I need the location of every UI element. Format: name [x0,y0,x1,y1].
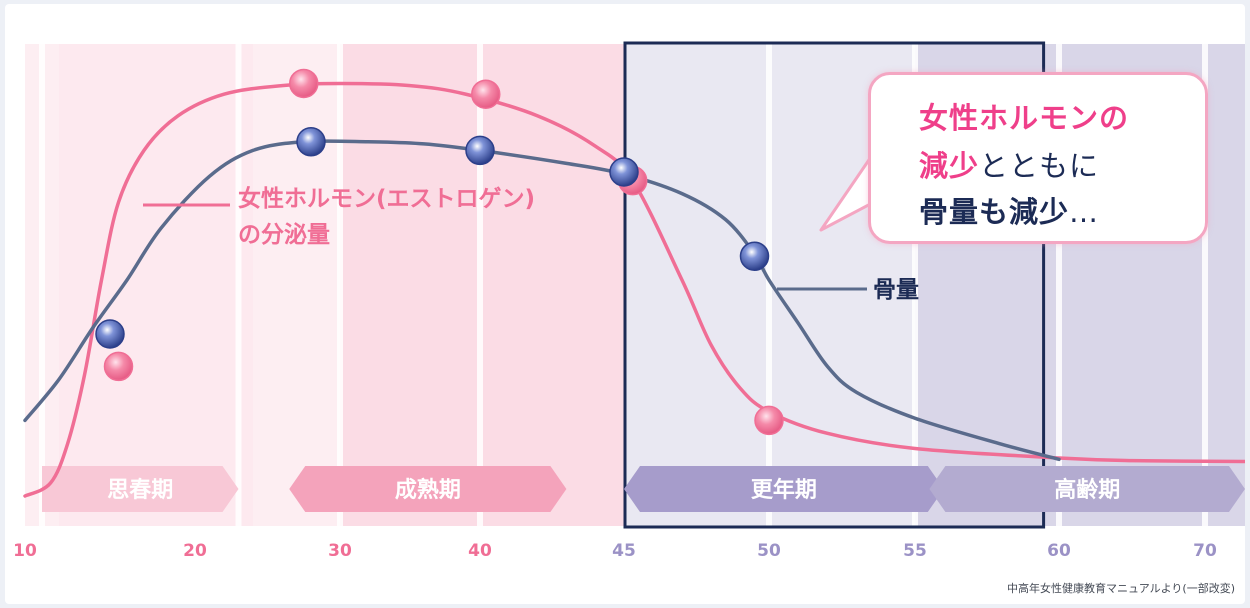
callout-line-3-highlight: 骨量も減少 [919,195,1070,229]
bone-marker-4 [609,157,639,187]
series-lines [23,81,1245,498]
callout-line-3: 骨量も減少… [919,189,1099,231]
stage-label-3: 更年期 [751,477,817,503]
callout-line-2-rest: とともに [979,149,1100,183]
series-markers [95,68,784,436]
x-tick-60: 60 [1047,541,1071,561]
stage-arrow-3 [624,466,944,512]
grid-line-50 [766,44,772,526]
x-tick-45: 45 [612,541,636,561]
hormone-marker-3 [471,79,501,109]
highlight-rect [623,41,1046,529]
chart-frame: 思春期 成熟期 更年期 高齢期 女性ホルモン(エストロゲン) の分泌量骨量 10 20 30… [5,4,1245,604]
hormone-marker-2 [289,68,319,99]
x-tick-70: 70 [1193,541,1217,561]
grid-line-23 [235,44,242,526]
callout-line-1: 女性ホルモンの [919,101,1130,135]
grid-line-11 [39,44,45,526]
grid-line-55 [912,44,918,526]
bone-marker-5 [739,241,770,271]
bone-line [23,139,1061,462]
x-tick-10: 10 [13,541,37,561]
stage-arrow-2 [289,466,567,512]
callout-bubble: 女性ホルモンの 減少とともに 骨量も減少… [868,72,1208,244]
bone-marker-1 [95,319,125,349]
grid-line-30 [337,44,343,526]
grid-line-60 [1056,44,1062,526]
bone-label: 骨量 [873,277,919,303]
grid-line-40 [477,44,483,526]
x-tick-20: 20 [183,541,207,561]
bone-marker-2 [296,127,326,157]
hormone-marker-1 [103,351,134,382]
callout-line-2: 減少とともに [919,143,1099,185]
callout-line-3-rest: … [1069,195,1100,229]
stage-label-1: 思春期 [107,478,173,503]
x-axis-ticks: 10 20 30 40 45 50 55 60 70 [13,541,1217,561]
callout-line-2-highlight: 減少 [919,149,980,183]
stage-label-4: 高齢期 [1054,477,1120,503]
stage-arrow-1 [42,466,239,512]
highlight-menopause-frame [623,41,1046,529]
bone-marker-3 [465,135,495,166]
hormone-label-1: 女性ホルモン(エストロゲン) [238,185,535,212]
x-tick-40: 40 [468,541,492,561]
grid-line-70 [1202,44,1208,526]
source-note: 中高年女性健康教育マニュアルより(一部改変) [1006,582,1235,595]
x-tick-30: 30 [328,541,352,561]
life-stage-arrows: 思春期 成熟期 更年期 高齢期 [42,466,1245,512]
hormone-marker-5 [754,405,784,436]
hormone-label-2: の分泌量 [238,221,330,248]
x-tick-50: 50 [757,541,781,561]
pink-zone-puberty [59,44,253,526]
stage-arrow-4 [929,466,1245,512]
x-tick-55: 55 [903,541,927,561]
hormone-line [23,81,1245,498]
stage-label-2: 成熟期 [395,477,461,503]
